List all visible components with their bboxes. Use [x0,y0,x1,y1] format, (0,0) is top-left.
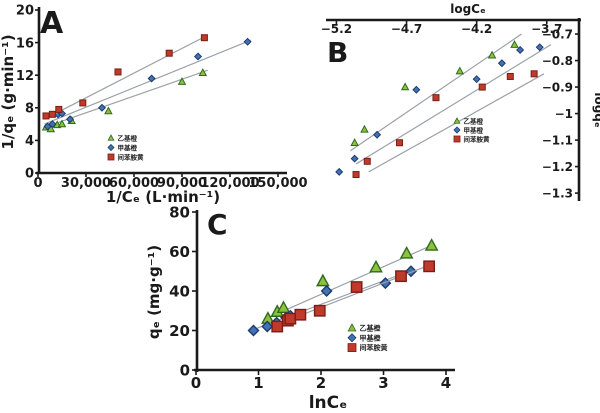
svg-text:2: 2 [316,374,326,392]
svg-text:40: 40 [169,282,190,300]
panel-A-series-1 [41,68,208,133]
svg-text:12: 12 [16,69,34,84]
panel-B-axes [326,18,581,201]
svg-text:甲基橙: 甲基橙 [464,126,484,135]
svg-text:间苯胺黄: 间苯胺黄 [118,153,145,162]
panel-letter-C: C [207,208,228,241]
svg-text:4: 4 [441,374,451,392]
panel-A-axes [36,7,287,175]
panel-C-series-1 [260,238,439,324]
svg-text:16: 16 [16,36,34,51]
panel-B-series-2 [335,43,552,176]
svg-text:−0.7: −0.7 [542,27,573,41]
svg-text:8: 8 [25,101,34,116]
svg-text:−0.8: −0.8 [542,54,573,68]
panel-B-x-axis-ticks: −5.2 −4.7 −4.2 −3.7 [321,20,562,36]
panel-B-y-axis-label: logqₑ [592,92,600,128]
svg-text:4: 4 [25,134,34,149]
svg-text:60,000: 60,000 [109,176,159,191]
panel-C-y-axis-label: qₑ (mg·g⁻¹) [145,245,163,339]
svg-text:−3.7: −3.7 [531,22,562,36]
svg-text:−1.2: −1.2 [542,160,573,174]
svg-text:−1.1: −1.1 [542,133,573,147]
panel-B-series-1 [350,33,522,152]
panel-A-series-2 [43,37,252,131]
svg-text:80: 80 [169,203,190,221]
svg-text:90,000: 90,000 [157,176,207,191]
svg-text:乙基橙: 乙基橙 [360,324,382,333]
svg-text:−4.7: −4.7 [391,22,422,36]
svg-text:−1: −1 [555,107,573,121]
svg-text:3: 3 [378,374,388,392]
svg-text:−5.2: −5.2 [321,22,352,36]
svg-text:0: 0 [191,374,201,392]
svg-text:120,000: 120,000 [200,176,259,191]
panel-C-y-axis-ticks: 0 20 40 60 80 [169,203,197,379]
panel-A-x-axis-label: 1/Cₑ (L·min⁻¹) [106,188,220,206]
panel-A-y-axis-ticks: 0 4 8 12 16 20 [16,4,39,182]
panel-C-x-axis-ticks: 0 1 2 3 4 [191,370,451,392]
svg-text:60: 60 [169,243,190,261]
svg-text:−1.3: −1.3 [542,186,573,200]
panel-B-x-axis-label: logCₑ [450,2,486,16]
svg-text:1: 1 [253,374,263,392]
panel-C-series-3 [271,260,436,333]
svg-text:间苯胺黄: 间苯胺黄 [360,343,388,352]
svg-text:30,000: 30,000 [61,176,111,191]
svg-text:20: 20 [16,4,34,19]
svg-text:0: 0 [180,361,190,379]
panel-A-series-3 [42,34,208,120]
svg-text:甲基橙: 甲基橙 [118,143,138,152]
panel-B-y-axis-ticks: −0.7 −0.8 −0.9 −1 −1.1 −1.2 −1.3 [542,27,579,200]
svg-text:甲基橙: 甲基橙 [360,333,382,342]
svg-text:乙基橙: 乙基橙 [118,134,138,143]
panel-C-x-axis-label: lnCₑ [309,393,348,413]
panel-b-chart: −5.2 −4.7 −4.2 −3.7−0.7 −0.8 −0.9 −1 −1.1 −1.2 −1… [321,2,600,201]
svg-text:150,000: 150,000 [248,176,307,191]
svg-text:−0.9: −0.9 [542,80,573,94]
svg-text:0: 0 [25,167,34,182]
panel-B-series-3 [352,70,545,179]
svg-text:0: 0 [33,176,42,191]
panel-letter-A: A [40,6,64,41]
svg-text:间苯胺黄: 间苯胺黄 [464,135,491,144]
svg-text:−4.2: −4.2 [461,22,492,36]
svg-text:20: 20 [169,322,190,340]
panel-letter-B: B [327,36,348,69]
panel-A-y-axis-label: 1/qₑ (g·min⁻¹) [0,34,17,149]
svg-text:乙基橙: 乙基橙 [464,117,484,126]
